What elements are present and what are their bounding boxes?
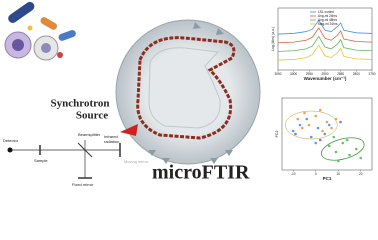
label: Sample: [34, 158, 48, 163]
graphical-abstract: Synchrotron Source microFTIR Detector Sa…: [3, 1, 376, 187]
x-tick-label: 2950: [306, 72, 313, 76]
point: [323, 132, 327, 136]
label: Beamsplitter: [78, 132, 101, 137]
spectrum-line: [277, 44, 373, 61]
point: [307, 123, 311, 127]
point: [318, 108, 322, 112]
point: [318, 138, 322, 142]
point: [354, 147, 358, 151]
point: [341, 141, 345, 145]
point: [327, 123, 331, 127]
technique: microFTIR: [152, 162, 250, 184]
interferometer: [7, 140, 121, 179]
confidence-ellipse: [320, 137, 365, 161]
point: [327, 144, 331, 148]
title-line: Synchrotron: [51, 98, 110, 110]
legend-label: Ang-ml 24hrs: [318, 14, 337, 18]
point: [314, 141, 318, 145]
x-tick-label: -10: [291, 172, 296, 176]
point: [303, 111, 306, 115]
point: [334, 117, 338, 121]
label: Moving mirror: [124, 159, 149, 164]
synchrotron-ring: [115, 19, 261, 165]
point: [330, 126, 333, 130]
point: [316, 126, 320, 130]
legend-label: Ang-ml 48hrs: [318, 18, 337, 22]
point: [309, 135, 313, 139]
x-tick-label: 2850: [337, 72, 344, 76]
point: [291, 129, 295, 133]
legend-label: Mag-ml 24hrs: [318, 22, 338, 26]
y-axis-label: PC2: [275, 131, 279, 138]
point: [334, 150, 338, 154]
point: [305, 117, 309, 121]
x-tick-label: 2750: [368, 72, 375, 76]
x-tick-label: 2900: [321, 72, 328, 76]
x-tick-label: 3050: [274, 72, 281, 76]
point: [336, 159, 340, 163]
label: Infrared: [104, 134, 118, 139]
plot-frame: [281, 97, 373, 171]
point: [300, 126, 304, 130]
point: [325, 120, 329, 124]
x-tick-label: 20: [359, 172, 363, 176]
point: [339, 120, 342, 124]
x-tick-label: 3000: [290, 72, 297, 76]
x-tick-label: 0: [315, 172, 317, 176]
spectrum-line: [277, 27, 373, 44]
label: Fixed mirror: [72, 182, 94, 187]
legend-label: LSL control: [318, 10, 334, 14]
point: [348, 153, 351, 157]
y-axis-label: Log (Abs) (a.u.): [271, 27, 275, 51]
point: [359, 156, 363, 160]
point: [321, 129, 324, 133]
label: Detector: [3, 138, 19, 143]
title-line: Source: [76, 110, 108, 122]
label: radiation: [104, 139, 119, 144]
x-tick-label: 2800: [353, 72, 360, 76]
point: [332, 135, 336, 139]
spectrum-line: [277, 35, 373, 52]
point: [314, 114, 318, 118]
spectrum-line: [277, 19, 373, 35]
x-axis-label: Wavenumber (cm⁻¹): [304, 76, 347, 81]
point: [298, 123, 302, 127]
x-axis-label: PC1: [323, 176, 332, 181]
point: [294, 132, 297, 136]
cells-icon: [4, 1, 76, 61]
x-tick-label: 10: [336, 172, 340, 176]
point: [296, 117, 300, 121]
point: [345, 138, 349, 142]
confidence-ellipse: [285, 110, 338, 140]
